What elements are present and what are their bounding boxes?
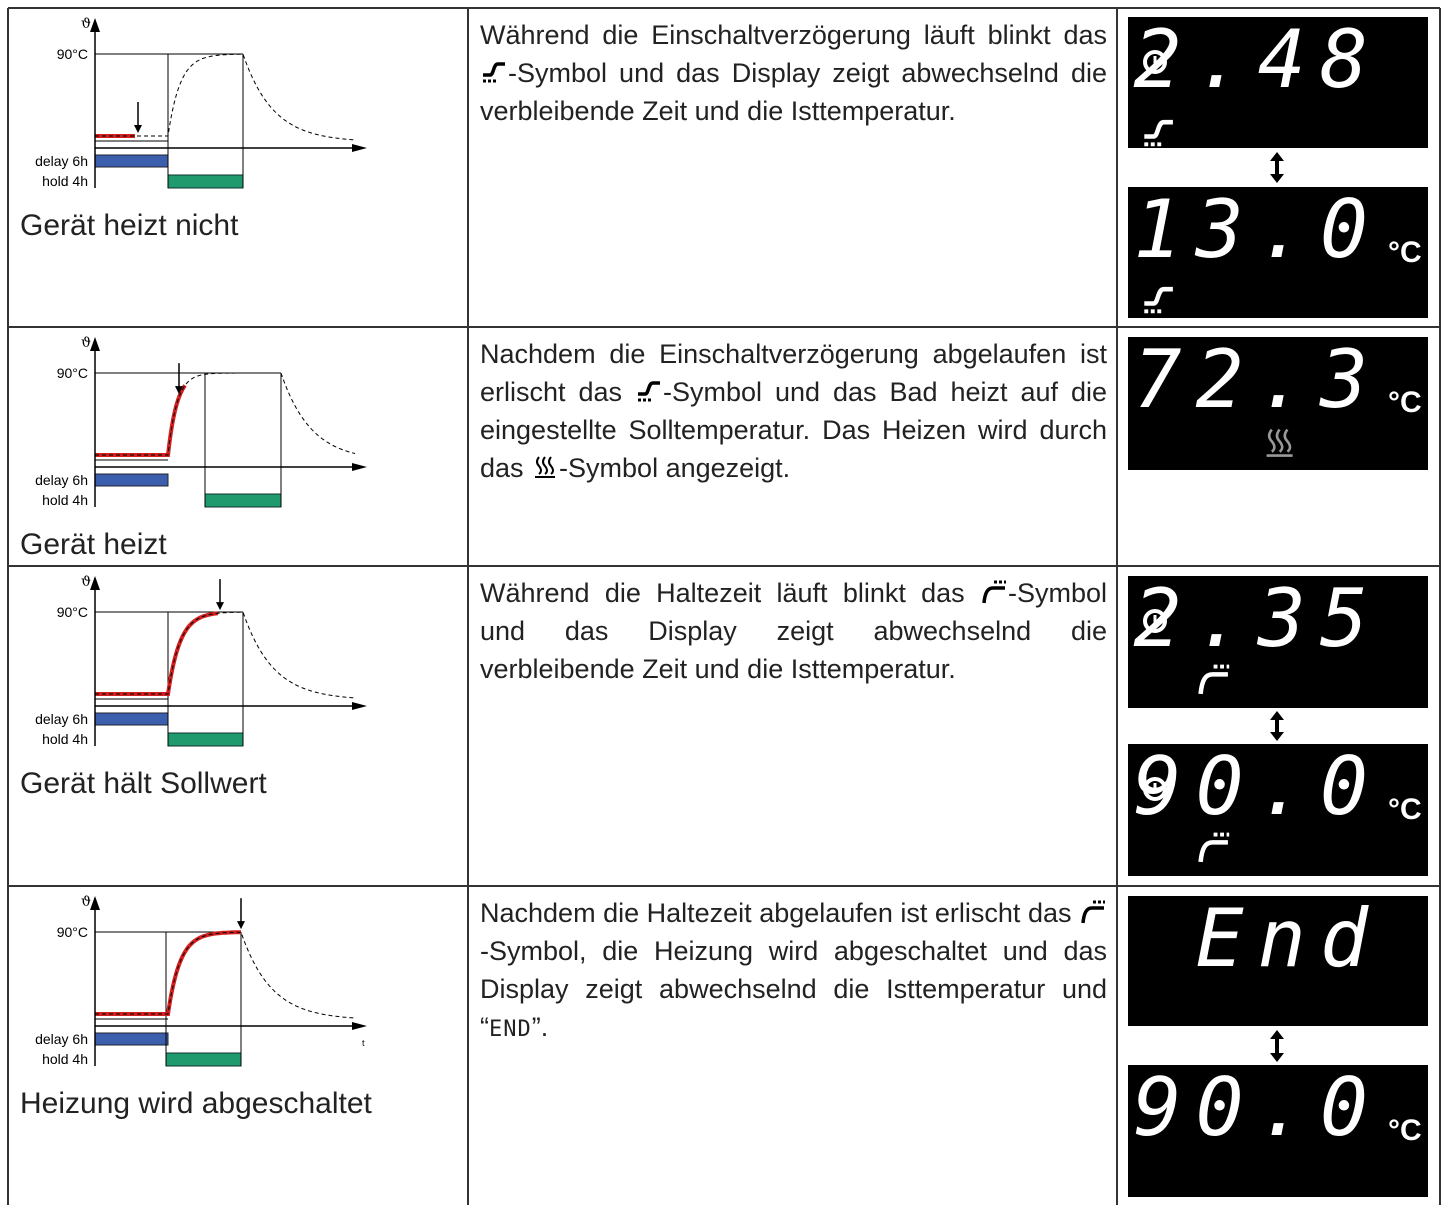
description-text: -Symbol angezeigt.: [559, 453, 790, 483]
x-axis-arrow: [352, 702, 367, 710]
diagram: ϑ 90°C delay 6h hold 4h: [35, 16, 367, 189]
y-axis-arrow: [90, 576, 100, 590]
setpoint-label: 90°C: [57, 365, 88, 381]
temperature-curve: [95, 932, 355, 1018]
description: Nachdem die Haltezeit abgelaufen ist erl…: [480, 894, 1107, 1049]
delay-bar: [95, 713, 168, 725]
icon-stroke: [483, 64, 505, 75]
inline-symbol: [480, 59, 508, 85]
red-trace: [95, 613, 218, 694]
display-value: End: [1196, 892, 1383, 985]
display-value: 72.3: [1133, 333, 1382, 426]
red-trace: [95, 932, 241, 1014]
setpoint-label: 90°C: [57, 924, 88, 940]
axis-symbol: ϑ: [81, 16, 91, 32]
icon-stroke: [638, 383, 660, 394]
hold-label: hold 4h: [42, 731, 88, 747]
inline-symbol: [1079, 899, 1107, 925]
setpoint-label: 90°C: [57, 46, 88, 62]
diagram: ϑ 90°C delay 6h hold 4h: [35, 574, 367, 747]
hold-label: hold 4h: [42, 173, 88, 189]
inline-symbol: [635, 378, 663, 404]
temperature-curve: [95, 54, 355, 140]
delay-bar: [95, 155, 168, 167]
display-unit: °C: [1388, 793, 1422, 826]
diagram: ϑ 90°C delay 6h hold 4h: [35, 335, 367, 508]
x-axis-arrow: [352, 1022, 367, 1030]
marker-arrowhead: [216, 602, 224, 610]
description-text: Während die Einschaltverzögerung läuft b…: [480, 20, 1107, 50]
heat-icon: [535, 457, 555, 477]
delay-label: delay 6h: [35, 153, 88, 169]
delay-label: delay 6h: [35, 472, 88, 488]
setpoint-label: 90°C: [57, 604, 88, 620]
display-value: 13.0: [1133, 183, 1382, 276]
display-value: -2.35: [1071, 572, 1382, 665]
y-axis-arrow: [90, 896, 100, 910]
display-unit: °C: [1388, 236, 1422, 269]
caption: Gerät hält Sollwert: [20, 767, 267, 800]
axis-symbol: ϑ: [81, 894, 91, 910]
description-text: Während die Haltezeit läuft blinkt das: [480, 578, 980, 608]
description: Nachdem die Einschaltverzögerung abgelau…: [480, 335, 1107, 487]
delay-bar: [95, 1033, 168, 1045]
inline-symbol: [531, 454, 559, 480]
description-text: -Symbol und das Display zeigt abwechseln…: [480, 58, 1107, 126]
display-value: 90.0: [1133, 1061, 1382, 1154]
temperature-curve: [95, 373, 355, 455]
display-text-inline: END: [489, 1017, 532, 1042]
red-trace: [95, 385, 185, 455]
caption: Heizung wird abgeschaltet: [20, 1087, 373, 1120]
x-axis-arrow: [352, 463, 367, 471]
hold-bar: [166, 1053, 241, 1066]
caption: Gerät heizt: [20, 528, 167, 561]
y-axis-arrow: [90, 18, 100, 32]
hold-bar: [168, 175, 243, 188]
icon-stroke: [549, 457, 553, 474]
marker-arrowhead: [237, 921, 245, 929]
temperature-curve: [95, 612, 355, 698]
hold-icon: [984, 582, 1006, 603]
display-value: 90.0: [1133, 740, 1382, 833]
hold-icon: [1083, 902, 1105, 923]
description-text: -Symbol, die Heizung wird abgeschaltet u…: [480, 936, 1107, 1042]
description-text: ”.: [532, 1012, 549, 1042]
description-text: Nachdem die Haltezeit abgelaufen ist erl…: [480, 898, 1079, 928]
description: Während die Einschaltverzögerung läuft b…: [480, 16, 1107, 130]
delay-icon: [483, 64, 505, 81]
hold-bar: [168, 733, 243, 746]
axis-symbol: ϑ: [81, 335, 91, 351]
icon-stroke: [984, 588, 1005, 603]
delay-label: delay 6h: [35, 1031, 88, 1047]
icon-stroke: [537, 457, 541, 474]
display-unit: °C: [1388, 386, 1422, 419]
icon-stroke: [1083, 908, 1104, 923]
hold-label: hold 4h: [42, 492, 88, 508]
hold-bar: [205, 494, 281, 507]
inline-symbol: [980, 579, 1008, 605]
time-axis-label: t: [362, 1038, 365, 1048]
display-value: -2.48: [1071, 13, 1382, 106]
marker-arrowhead: [134, 125, 142, 133]
delay-label: delay 6h: [35, 711, 88, 727]
delay-bar: [95, 474, 168, 486]
axis-symbol: ϑ: [81, 574, 91, 590]
delay-icon: [638, 383, 660, 400]
x-axis-arrow: [352, 144, 367, 152]
caption: Gerät heizt nicht: [20, 209, 239, 242]
hold-label: hold 4h: [42, 1051, 88, 1067]
display-unit: °C: [1388, 1114, 1422, 1147]
y-axis-arrow: [90, 337, 100, 351]
description: Während die Haltezeit läuft blinkt das -…: [480, 574, 1107, 688]
icon-stroke: [543, 457, 547, 474]
page: ϑ 90°C delay 6h hold 4h Gerät heizt nicht -2.…: [0, 0, 1448, 1205]
diagram: ϑ 90°C delay 6h hold 4h t: [35, 894, 367, 1067]
